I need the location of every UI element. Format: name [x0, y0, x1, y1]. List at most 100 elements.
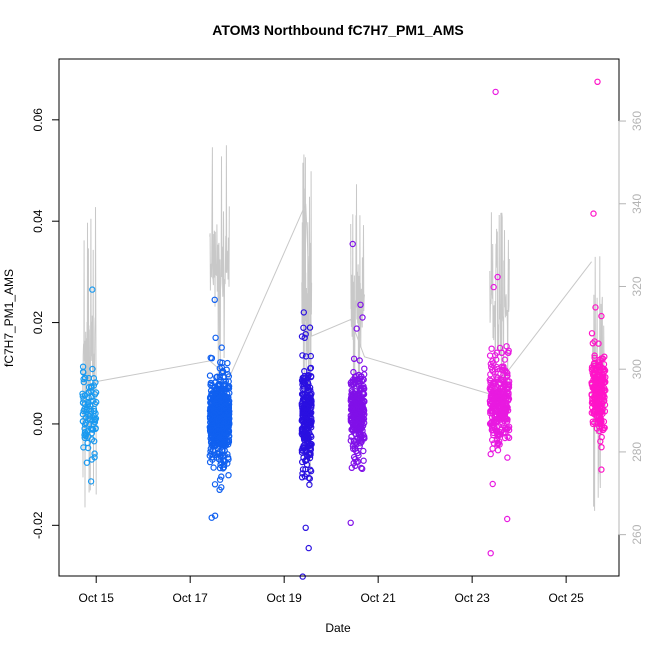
data-point — [600, 373, 607, 381]
data-point — [304, 383, 311, 390]
data-point — [208, 380, 215, 387]
data-point — [359, 410, 366, 417]
data-point — [495, 440, 502, 447]
data-point — [595, 416, 603, 424]
data-point — [593, 377, 600, 384]
data-point — [491, 408, 499, 415]
data-point — [89, 365, 96, 373]
data-point — [301, 368, 308, 375]
data-point — [220, 461, 228, 468]
data-point — [306, 454, 314, 462]
data-point — [303, 456, 311, 463]
data-point — [592, 386, 599, 393]
data-point — [307, 365, 314, 372]
flight-series-5 — [588, 78, 609, 473]
data-point — [490, 440, 498, 447]
data-point — [600, 391, 607, 399]
secondary-series-layer — [82, 145, 606, 511]
data-point — [354, 458, 362, 465]
data-point — [590, 365, 597, 373]
data-point — [486, 376, 493, 383]
y2-tick-label: 320 — [630, 276, 644, 296]
data-point — [91, 450, 98, 457]
y-tick-label: -0.02 — [31, 511, 45, 539]
data-point — [600, 379, 608, 386]
data-point — [303, 448, 310, 456]
x-tick-label: Oct 21 — [360, 591, 396, 605]
data-point — [91, 454, 98, 461]
data-point — [206, 372, 214, 379]
data-point — [80, 375, 87, 383]
data-point — [589, 418, 597, 425]
x-axis-label: Date — [325, 621, 351, 635]
plot-frame — [58, 58, 620, 577]
data-point — [491, 379, 498, 387]
data-point — [489, 393, 496, 401]
y-tick-label: 0.04 — [31, 209, 45, 233]
data-point — [497, 429, 505, 436]
data-point — [306, 397, 314, 404]
flight-series-4 — [486, 88, 513, 557]
data-point — [301, 403, 309, 411]
data-point — [590, 376, 597, 383]
data-point — [92, 389, 100, 396]
data-point — [217, 423, 224, 430]
secondary-connector-line — [96, 203, 592, 395]
y-axis-right: 260 280 300 320 340 360 — [618, 111, 644, 545]
data-point — [90, 438, 98, 445]
data-point — [210, 464, 217, 471]
data-point — [501, 426, 509, 433]
data-point — [489, 480, 496, 488]
x-tick-label: Oct 25 — [548, 591, 584, 605]
data-point — [358, 464, 365, 472]
data-point — [489, 399, 496, 406]
data-point-outlier — [349, 240, 356, 248]
data-point — [216, 464, 224, 472]
data-point — [491, 416, 498, 424]
x-tick-label: Oct 17 — [173, 591, 209, 605]
data-point — [359, 403, 366, 410]
data-point — [92, 398, 100, 406]
data-point — [488, 424, 496, 431]
data-point-outlier — [300, 309, 307, 316]
data-point — [352, 405, 360, 412]
data-point-outlier — [594, 78, 601, 86]
data-point-outlier — [598, 466, 605, 473]
data-point — [300, 454, 307, 461]
data-point — [360, 415, 368, 423]
data-point — [591, 352, 598, 359]
data-point — [599, 410, 606, 417]
data-point — [90, 375, 98, 382]
data-point — [299, 573, 306, 580]
data-point-outlier — [494, 273, 501, 281]
data-point — [224, 438, 231, 445]
data-point — [503, 372, 511, 379]
data-point — [208, 405, 215, 412]
data-point — [210, 411, 217, 418]
data-point — [498, 349, 505, 356]
y2-tick-label: 280 — [630, 442, 644, 462]
data-point — [220, 417, 227, 425]
secondary-spike-4 — [489, 212, 510, 403]
data-point — [596, 391, 604, 398]
data-point-outlier — [212, 334, 219, 341]
y2-tick-label: 260 — [630, 524, 644, 544]
data-point — [81, 429, 89, 436]
data-point — [350, 412, 357, 420]
data-point — [211, 481, 219, 488]
data-point — [504, 454, 511, 461]
data-point — [308, 424, 315, 431]
data-point — [349, 392, 356, 399]
data-point — [493, 373, 500, 380]
data-point — [307, 466, 314, 473]
data-point-outlier — [590, 210, 597, 217]
data-point — [357, 440, 364, 447]
data-point — [298, 390, 306, 398]
y2-tick-label: 360 — [630, 111, 644, 131]
data-point-outlier — [301, 334, 308, 341]
data-point — [359, 465, 366, 472]
data-point — [305, 474, 312, 482]
data-point — [220, 409, 228, 416]
data-point — [302, 353, 310, 360]
